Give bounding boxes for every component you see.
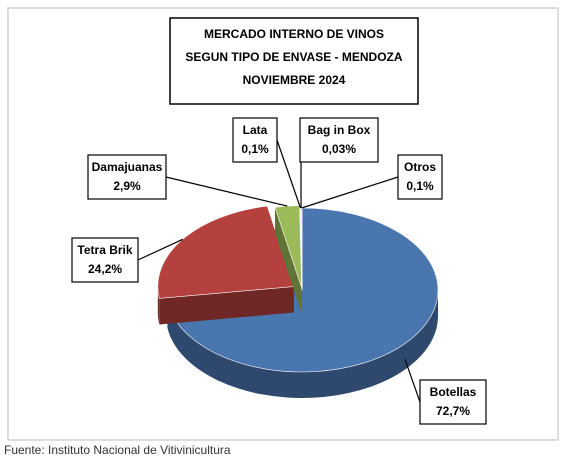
value-label: 72,7%: [436, 404, 470, 418]
label-box: [397, 154, 443, 200]
chart-title: MERCADO INTERNO DE VINOS: [204, 27, 384, 41]
slice-top: [157, 205, 295, 299]
value-label: 0,1%: [241, 142, 269, 156]
category-label: Bag in Box: [308, 123, 371, 137]
chart-title: NOVIEMBRE 2024: [243, 73, 346, 87]
slice: [167, 207, 439, 398]
leader-line: [137, 238, 183, 261]
leader-line: [404, 359, 421, 403]
value-label: 0,03%: [322, 142, 356, 156]
chart-title: SEGUN TIPO DE ENVASE - MENDOZA: [185, 50, 402, 64]
slice-cut: [275, 207, 302, 314]
category-label: Tetra Brik: [77, 243, 132, 257]
slice: [157, 205, 295, 325]
source: Fuente: Instituto Nacional de Vitivinicu…: [4, 443, 231, 457]
category-label: Botellas: [430, 385, 477, 399]
label-box: [87, 154, 167, 200]
slice-cut: [159, 286, 294, 325]
leader-line: [165, 176, 288, 207]
value-label: 0,1%: [406, 179, 434, 193]
category-label: Damajuanas: [92, 160, 163, 174]
label-box: [232, 117, 278, 163]
slice-side: [167, 290, 438, 398]
category-label: Otros: [404, 160, 436, 174]
category-label: Lata: [243, 123, 268, 137]
value-label: 24,2%: [88, 262, 122, 276]
label-box: [71, 237, 139, 283]
leader-line: [301, 176, 399, 209]
label-box: [419, 379, 487, 425]
value-label: 2,9%: [113, 179, 141, 193]
label-box: [299, 117, 379, 163]
title-box: [169, 17, 419, 105]
slice-top: [167, 207, 439, 373]
slice-side: [157, 286, 160, 325]
leader-line: [276, 139, 302, 209]
